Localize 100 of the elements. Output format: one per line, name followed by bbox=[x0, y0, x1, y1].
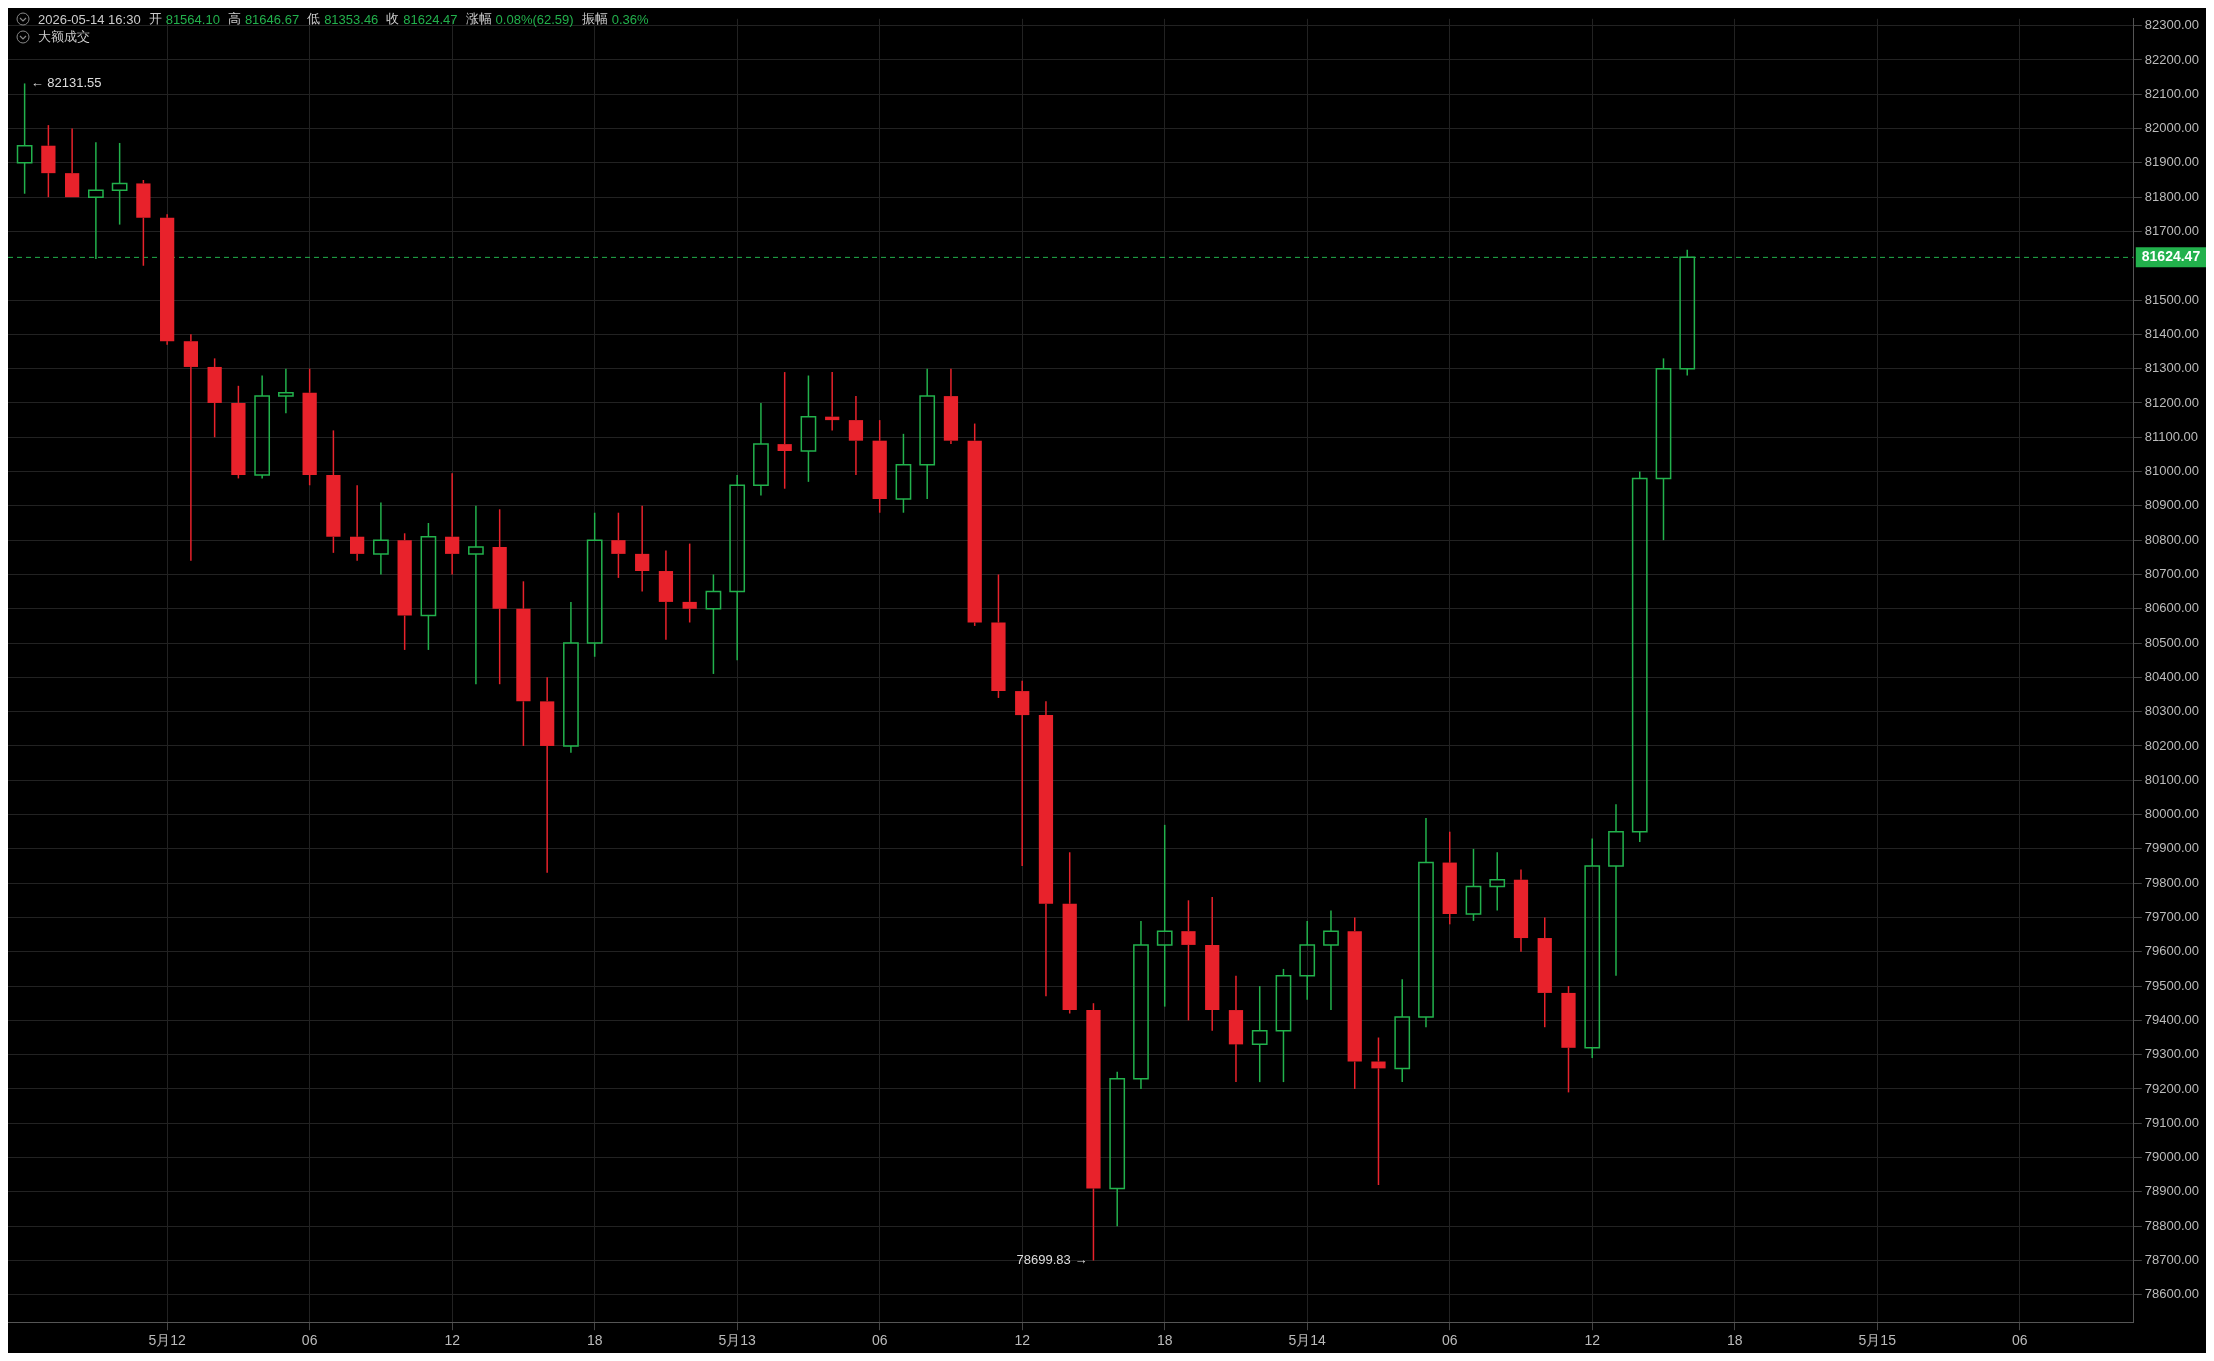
y-tick-label: 81300.00 bbox=[2144, 360, 2200, 376]
y-tick-label: 82300.00 bbox=[2144, 17, 2200, 33]
candlestick bbox=[540, 676, 555, 874]
candlestick bbox=[1418, 817, 1434, 1028]
candlestick bbox=[111, 142, 128, 226]
candlestick bbox=[1323, 909, 1339, 1011]
candlestick bbox=[919, 367, 936, 500]
y-tick-label: 82000.00 bbox=[2144, 120, 2200, 136]
y-tick-label: 81500.00 bbox=[2144, 291, 2200, 307]
candlestick bbox=[1015, 680, 1030, 867]
y-tick-label: 80600.00 bbox=[2144, 600, 2200, 616]
candlestick bbox=[800, 374, 817, 483]
annotation: 收 bbox=[386, 10, 400, 28]
y-tick-label: 78900.00 bbox=[2144, 1183, 2200, 1199]
annotation: 78699.83 → bbox=[1016, 1252, 1088, 1268]
candlestick bbox=[1109, 1071, 1126, 1227]
candlestick bbox=[516, 580, 531, 747]
y-tick-label: 81400.00 bbox=[2144, 325, 2200, 341]
y-tick-label: 81200.00 bbox=[2144, 394, 2200, 410]
candlestick bbox=[278, 367, 294, 414]
annotation: 0.08%(62.59) bbox=[495, 11, 574, 27]
y-tick-label: 79000.00 bbox=[2144, 1149, 2200, 1165]
y-tick-label: 78600.00 bbox=[2144, 1286, 2200, 1302]
candlestick bbox=[1584, 837, 1601, 1059]
candlestick bbox=[445, 472, 460, 576]
y-tick-label: 80400.00 bbox=[2144, 668, 2200, 684]
annotation: 81624.47 bbox=[403, 11, 458, 27]
candlestick bbox=[1038, 700, 1054, 998]
candlestick bbox=[1133, 920, 1149, 1090]
candlestick bbox=[1181, 899, 1196, 1022]
candlestick bbox=[1299, 920, 1316, 1001]
ref-line-label: 81624.47 bbox=[2141, 248, 2201, 265]
annotation: 81564.10 bbox=[165, 11, 220, 27]
x-tick-label: 06 bbox=[301, 1332, 318, 1349]
x-tick-label: 06 bbox=[1441, 1332, 1458, 1349]
y-tick-label: 79800.00 bbox=[2144, 874, 2200, 890]
candlestick bbox=[943, 367, 959, 445]
x-tick-label: 12 bbox=[1584, 1332, 1601, 1349]
annotation: ← 82131.55 bbox=[30, 75, 102, 91]
y-tick-label: 80700.00 bbox=[2144, 566, 2200, 582]
candlestick bbox=[1251, 985, 1268, 1083]
x-tick-label: 18 bbox=[586, 1332, 603, 1349]
x-tick-label: 12 bbox=[1014, 1332, 1031, 1349]
annotation: 开 bbox=[148, 10, 162, 28]
candlestick bbox=[492, 508, 507, 685]
annotation: 0.36% bbox=[611, 11, 649, 27]
candlestick bbox=[160, 213, 175, 346]
y-tick-label: 80300.00 bbox=[2144, 703, 2200, 719]
candlestick bbox=[1371, 1036, 1386, 1186]
candlestick bbox=[373, 501, 389, 576]
y-tick-label: 79100.00 bbox=[2144, 1114, 2200, 1130]
x-tick-label: 12 bbox=[444, 1332, 461, 1349]
candlestick bbox=[183, 333, 199, 562]
candlestick bbox=[1205, 896, 1220, 1032]
y-tick-label: 80200.00 bbox=[2144, 737, 2200, 753]
y-tick-label: 80100.00 bbox=[2144, 771, 2200, 787]
y-tick-label: 79900.00 bbox=[2144, 840, 2200, 856]
candlestick bbox=[468, 505, 484, 685]
y-tick-label: 79400.00 bbox=[2144, 1011, 2200, 1027]
y-tick-label: 82200.00 bbox=[2144, 51, 2200, 67]
candlestick bbox=[1228, 975, 1244, 1083]
candlestick bbox=[753, 402, 769, 497]
y-tick-label: 78800.00 bbox=[2144, 1217, 2200, 1233]
annotation: 振幅 bbox=[581, 10, 608, 28]
x-tick-label: 5月12 bbox=[148, 1332, 187, 1349]
y-tick-label: 79500.00 bbox=[2144, 977, 2200, 993]
candlestick bbox=[729, 474, 746, 661]
candlestick bbox=[1537, 916, 1552, 1028]
candlestick bbox=[635, 505, 650, 593]
x-tick-label: 5月14 bbox=[1288, 1332, 1327, 1349]
candlestick bbox=[1394, 978, 1411, 1083]
y-tick-label: 80500.00 bbox=[2144, 634, 2200, 650]
candlestick bbox=[1489, 851, 1506, 912]
candlestick bbox=[563, 601, 579, 754]
candlestick bbox=[658, 549, 674, 641]
annotation: 2026-05-14 16:30 bbox=[38, 11, 141, 27]
candlestick bbox=[1513, 868, 1529, 953]
candlestick bbox=[848, 395, 864, 476]
annotation: 高 bbox=[227, 10, 241, 28]
candlestick bbox=[350, 484, 365, 562]
x-tick-label: 06 bbox=[871, 1332, 888, 1349]
y-tick-label: 80000.00 bbox=[2144, 806, 2200, 822]
y-tick-label: 80800.00 bbox=[2144, 531, 2200, 547]
x-tick-label: 18 bbox=[1726, 1332, 1743, 1349]
annotation: 81646.67 bbox=[244, 11, 300, 27]
y-tick-label: 81700.00 bbox=[2144, 223, 2200, 239]
y-tick-label: 81800.00 bbox=[2144, 188, 2200, 204]
x-tick-label: 5月15 bbox=[1858, 1332, 1897, 1349]
x-tick-label: 18 bbox=[1156, 1332, 1173, 1349]
y-tick-label: 79300.00 bbox=[2144, 1046, 2200, 1062]
y-tick-label: 80900.00 bbox=[2144, 497, 2200, 513]
annotation: 涨幅 bbox=[465, 10, 492, 28]
y-tick-label: 81900.00 bbox=[2144, 154, 2200, 170]
y-tick-label: 81000.00 bbox=[2144, 463, 2200, 479]
x-tick-label: 06 bbox=[2011, 1332, 2028, 1349]
y-tick-label: 79700.00 bbox=[2144, 909, 2200, 925]
y-tick-label: 78700.00 bbox=[2144, 1252, 2200, 1268]
candlestick bbox=[611, 511, 626, 579]
candlestick bbox=[1156, 824, 1173, 1008]
annotation: 81353.46 bbox=[324, 11, 379, 27]
